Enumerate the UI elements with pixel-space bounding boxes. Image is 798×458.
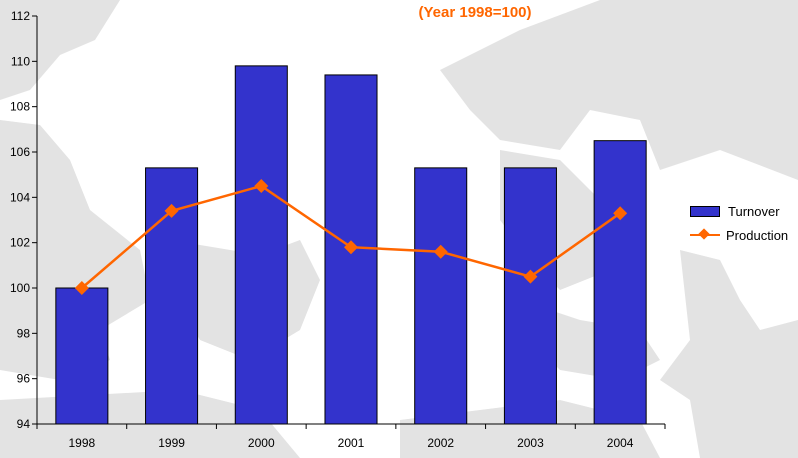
x-tick-label-1999: 1999 bbox=[158, 436, 185, 450]
legend: Turnover Production bbox=[690, 199, 788, 247]
bar-turnover-1998 bbox=[55, 287, 109, 425]
plot-area: 94 96 98 100 102 104 106 108 110 112 1998 1999 2000 2… bbox=[10, 9, 666, 450]
x-tick-label-2004: 2004 bbox=[607, 436, 634, 450]
chart-subtitle: (Year 1998=100) bbox=[418, 4, 532, 21]
legend-item-production: Production bbox=[690, 223, 788, 247]
turnover-swatch bbox=[690, 205, 720, 217]
y-tick-label-94: 94 bbox=[17, 417, 31, 431]
point-production-2004 bbox=[613, 206, 628, 221]
point-production-2000 bbox=[254, 179, 269, 193]
bar-turnover-2002 bbox=[414, 167, 468, 425]
y-tick-label-112: 112 bbox=[11, 9, 30, 23]
point-production-2002 bbox=[433, 244, 448, 259]
point-production-1999 bbox=[164, 203, 179, 218]
bar-turnover-2003 bbox=[503, 167, 557, 425]
y-tick-label-96: 96 bbox=[17, 372, 31, 386]
x-tick-label-2002: 2002 bbox=[427, 436, 454, 450]
y-tick-label-110: 110 bbox=[11, 54, 30, 68]
point-production-1998 bbox=[74, 281, 89, 295]
y-tick-label-100: 100 bbox=[10, 281, 30, 295]
y-tick-label-108: 108 bbox=[10, 100, 30, 114]
production-swatch bbox=[690, 229, 720, 241]
x-tick-label-2000: 2000 bbox=[248, 436, 275, 450]
y-tick-label-102: 102 bbox=[10, 236, 30, 250]
y-tick-label-98: 98 bbox=[17, 326, 31, 340]
point-production-2001 bbox=[344, 240, 358, 255]
bar-turnover-2000 bbox=[234, 65, 288, 425]
x-tick-label-2003: 2003 bbox=[517, 436, 544, 450]
x-tick-label-2001: 2001 bbox=[338, 436, 365, 450]
x-tick-label-1998: 1998 bbox=[69, 436, 96, 450]
bar-turnover-2004 bbox=[593, 140, 647, 425]
y-tick-label-106: 106 bbox=[10, 145, 30, 159]
legend-label-production: Production bbox=[726, 227, 789, 243]
legend-item-turnover: Turnover bbox=[690, 199, 788, 223]
y-tick-label-104: 104 bbox=[10, 190, 30, 204]
legend-label-turnover: Turnover bbox=[728, 203, 780, 219]
point-production-2003 bbox=[523, 269, 538, 284]
